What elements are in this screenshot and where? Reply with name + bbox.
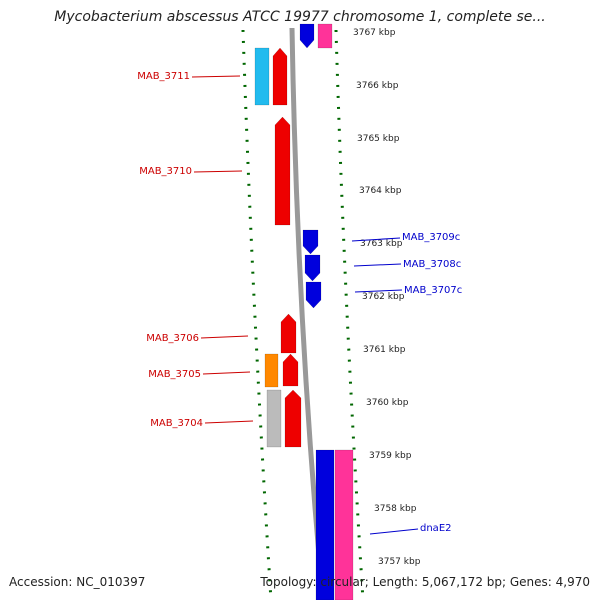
scale-tick-label: 3767 kbp xyxy=(353,28,396,38)
gene-label-leader-line xyxy=(353,263,402,267)
scale-ticks: 3767 kbp 3766 kbp 3765 kbp 3764 kbp 3763 kbp… xyxy=(353,28,421,567)
scale-tick-label: 3759 kbp xyxy=(369,451,412,461)
reverse-cds-feature xyxy=(304,254,321,282)
gene-label-leader-line xyxy=(351,237,401,242)
grey-feature xyxy=(266,389,282,448)
scale-tick-label: 3758 kbp xyxy=(374,504,417,514)
scale-tick-label: 3761 kbp xyxy=(363,345,406,355)
scale-tick-label: 3766 kbp xyxy=(356,81,399,91)
gene-label-mab_3708c: MAB_3708c xyxy=(403,259,461,270)
scale-tick-label: 3764 kbp xyxy=(359,186,402,196)
forward-cds-feature xyxy=(274,116,291,226)
gene-label-mab_3711: MAB_3711 xyxy=(137,71,190,82)
gene-label-mab_3709c: MAB_3709c xyxy=(402,232,460,243)
outer-dotted-ring-left xyxy=(241,29,273,600)
reverse-cds-feature xyxy=(305,281,322,309)
scale-tick-label: 3763 kbp xyxy=(360,239,403,249)
cyan-feature xyxy=(254,47,270,106)
scale-tick-label: 3757 kbp xyxy=(378,557,421,567)
forward-cds-feature xyxy=(282,353,299,387)
scale-tick-label: 3765 kbp xyxy=(357,134,400,144)
forward-cds-feature xyxy=(284,389,302,448)
reverse-cds-feature xyxy=(299,23,315,49)
scale-tick-label: 3762 kbp xyxy=(362,292,405,302)
features xyxy=(254,23,354,600)
pink-feature xyxy=(317,23,333,49)
gene-label-leader-line xyxy=(200,335,249,339)
gene-label-mab_3710: MAB_3710 xyxy=(139,166,192,177)
gene-label-leader-line xyxy=(193,170,243,173)
pink-feature xyxy=(334,449,354,600)
gene-label-mab_3705: MAB_3705 xyxy=(148,369,201,380)
gene-label-mab_3707c: MAB_3707c xyxy=(404,285,462,296)
map-title: Mycobacterium abscessus ATCC 19977 chrom… xyxy=(54,9,546,25)
gene-label-leader-line xyxy=(354,289,403,293)
gene-label-leader-line xyxy=(369,528,419,535)
gene-label-dnae2: dnaE2 xyxy=(420,523,452,534)
gene-labels: MAB_3711 MAB_3710 MAB_3709c MAB_3708c MAB_37… xyxy=(137,71,462,535)
gene-label-leader-line xyxy=(204,420,254,424)
forward-cds-feature xyxy=(280,313,297,354)
gene-label-mab_3706: MAB_3706 xyxy=(146,333,199,344)
reverse-cds-feature xyxy=(302,229,319,255)
forward-cds-feature xyxy=(272,47,288,106)
scale-tick-label: 3760 kbp xyxy=(366,398,409,408)
genome-stats-text: Topology: circular; Length: 5,067,172 bp… xyxy=(260,575,590,589)
gene-label-mab_3704: MAB_3704 xyxy=(150,418,203,429)
accession-text: Accession: NC_010397 xyxy=(9,575,146,589)
gene-label-leader-line xyxy=(191,75,241,78)
gene-label-leader-line xyxy=(202,371,251,375)
orange-feature xyxy=(264,353,279,388)
reverse-cds-feature xyxy=(315,449,335,600)
